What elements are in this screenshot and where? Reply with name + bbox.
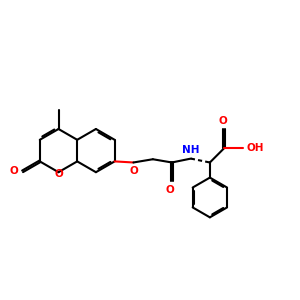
Text: O: O [10, 166, 19, 176]
Text: O: O [166, 185, 175, 195]
Text: NH: NH [182, 145, 199, 155]
Text: O: O [219, 116, 227, 126]
Text: O: O [54, 169, 63, 179]
Text: OH: OH [247, 143, 264, 153]
Text: O: O [129, 167, 138, 176]
